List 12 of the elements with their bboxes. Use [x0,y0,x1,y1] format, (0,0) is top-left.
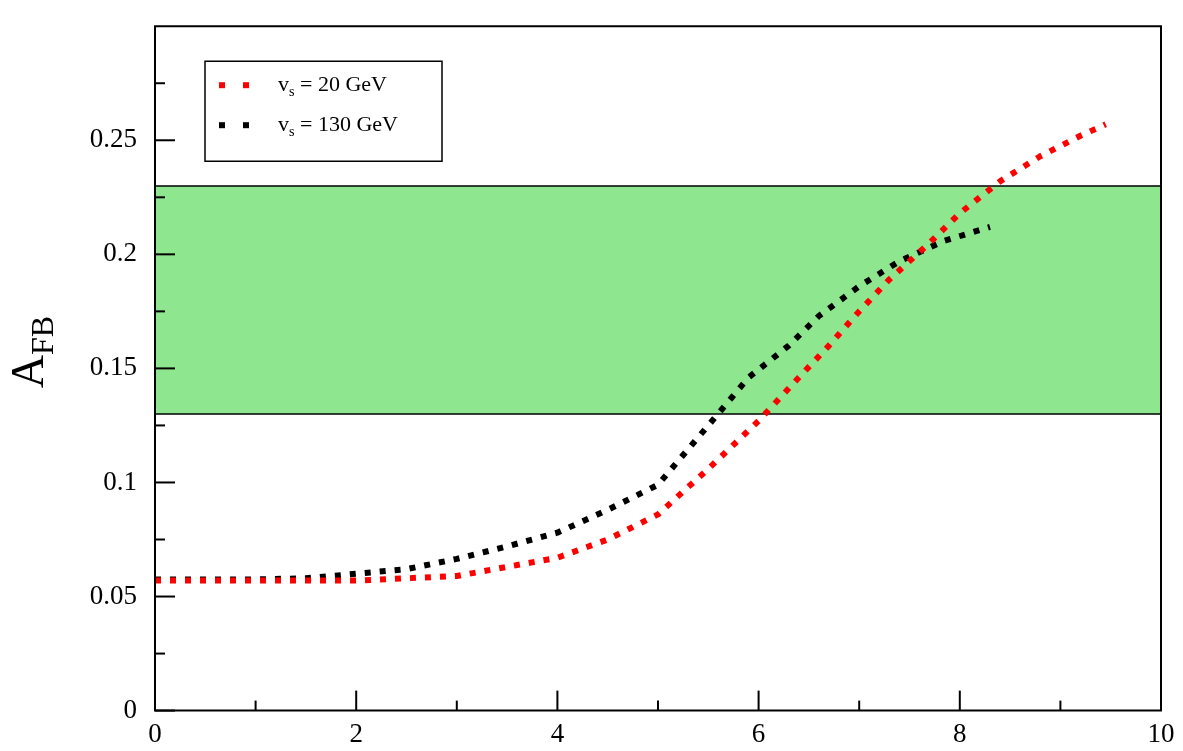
y-tick-label: 0.15 [89,351,137,382]
y-tick-label: 0.05 [89,579,137,610]
y-tick-label: 0.25 [89,123,137,154]
x-tick-label: 6 [751,717,766,748]
y-tick-label: 0.2 [103,237,137,268]
x-tick-label: 2 [349,717,363,748]
x-tick-label: 10 [1147,717,1175,748]
y-tick-label: 0.1 [103,465,137,496]
x-tick-label: 0 [148,717,162,748]
x-tick-label: 8 [953,717,967,748]
y-tick-label: 0 [123,693,137,724]
x-tick-label: 4 [550,717,565,748]
